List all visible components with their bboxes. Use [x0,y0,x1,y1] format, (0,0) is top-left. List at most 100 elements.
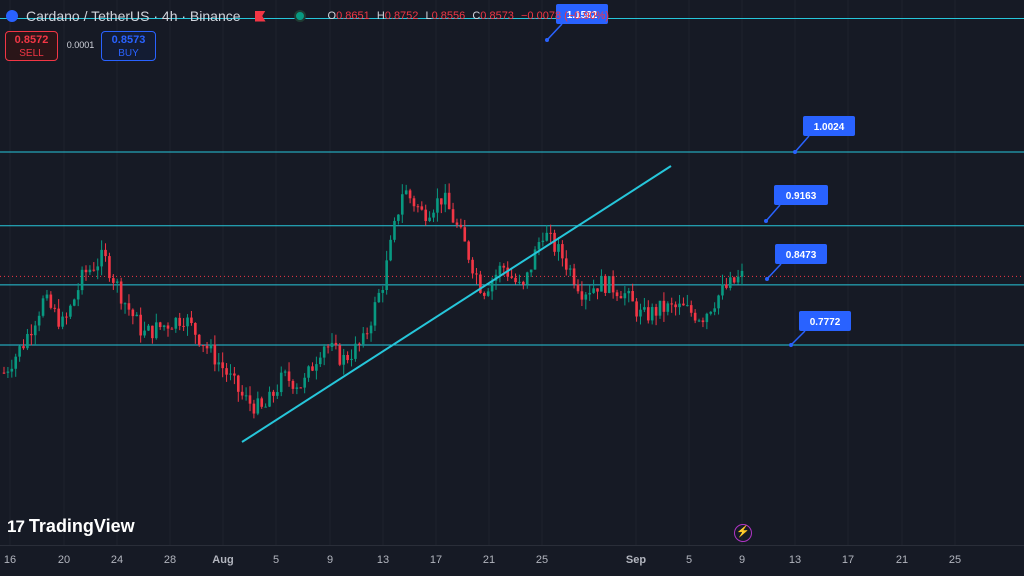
candle-body [600,276,603,292]
candle-body [486,291,490,296]
candle-body [194,323,197,335]
candle-body [268,391,271,407]
candle-body [689,305,693,313]
candle-body [615,292,619,297]
candle-body [400,194,404,215]
candle-body [424,209,428,222]
candle-body [404,190,408,195]
candle-body [650,307,654,321]
candle-body [721,284,724,296]
candle-body [510,276,513,278]
candle-body [740,270,744,277]
candle-body [482,292,486,296]
candle-body [248,395,252,404]
time-tick: 13 [788,554,802,566]
candle-body [377,292,381,303]
candle-body [545,232,549,241]
candle-body [256,398,260,414]
candle-body [693,312,697,321]
candle-body [588,292,592,295]
time-tick: 21 [895,554,909,566]
candle-body [576,284,580,292]
chart-grid [9,0,956,545]
price-label-box [775,244,827,264]
candle-body [197,334,201,346]
candle-body [112,278,115,283]
candle-body [502,265,506,268]
candle-body [416,206,420,208]
candle-body [455,222,459,225]
candle-body [92,269,96,271]
candle-body [123,303,127,305]
candle-body [33,325,37,336]
candle-body [666,303,670,312]
time-tick: 17 [841,554,855,566]
candle-body [170,328,174,330]
candle-body [514,277,517,283]
candle-body [295,387,299,389]
symbol-title[interactable]: Cardano / TetherUS · 4h · Binance [26,8,241,24]
candle-body [10,368,14,372]
candle-body [154,322,158,339]
price-label-text: 1.0024 [814,122,845,133]
candle-body [236,375,240,392]
price-label-text: 0.7772 [810,317,841,328]
ohlc-values: O0.8651 H0.8752 L0.8556 C0.8573 −0.0078 … [327,10,610,22]
candle-body [252,403,256,414]
trendline [241,165,672,443]
price-label-box [556,4,608,24]
candle-body [131,309,135,317]
label-anchor [789,343,793,347]
price-label-text: 1.1582 [567,10,598,21]
candle-body [709,311,713,314]
price-chart[interactable]: 1.0024 0.9163 0.8473 0.7772 1.1582 [0,0,1024,545]
label-pointer [766,263,782,280]
flash-icon[interactable]: ⚡ [734,524,752,542]
buy-button[interactable]: 0.8573 BUY [101,31,156,61]
candle-body [115,281,119,283]
candle-body [713,308,716,312]
time-tick: Aug [212,554,234,566]
candle-body [412,198,416,207]
label-anchor [545,38,549,42]
label-anchor [793,150,797,154]
time-tick: 24 [110,554,124,566]
candle-body [436,198,439,213]
candle-body [725,284,728,288]
candle-body [561,244,564,259]
candle-body [326,346,330,348]
candle-body [229,373,232,375]
candle-body [190,317,193,324]
time-tick: 25 [535,554,549,566]
candle-body [568,268,572,270]
time-tick: 5 [272,554,280,566]
candle-body [205,345,209,349]
candle-body [631,291,634,302]
candle-body [397,214,400,221]
tradingview-logo[interactable]: 17 TradingView [7,516,135,537]
candle-body [736,276,740,283]
candle-body [728,277,732,288]
candle-body [440,198,443,205]
candle-body [682,303,685,306]
tradingview-mark-icon: 17 [7,516,25,536]
sell-price: 0.8572 [14,34,49,46]
candle-body [22,346,25,349]
sell-button[interactable]: 0.8572 SELL [5,31,58,61]
candle-body [14,356,18,369]
candle-body [147,325,150,331]
candle-body [158,322,162,328]
flag-icon[interactable] [254,10,266,22]
candle-body [6,371,10,373]
time-tick: 25 [948,554,962,566]
candle-body [635,301,638,317]
open-value: 0.8651 [336,10,370,22]
candle-body [607,276,611,293]
candle-body [166,325,170,329]
candle-body [463,227,467,242]
candle-body [525,272,529,285]
candle-body [662,300,666,312]
time-axis[interactable]: 16 20 24 28 Aug 5 9 13 17 21 25 Sep 5 9 13 17 21 25 [0,545,1024,576]
candle-body [2,372,6,374]
candle-body [53,307,57,309]
